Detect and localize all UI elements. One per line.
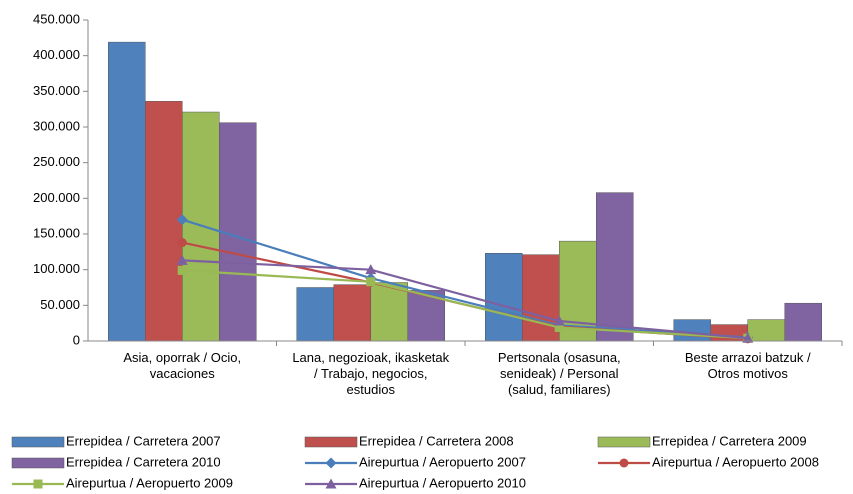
marker [366,277,376,287]
y-tick-label: 50.000 [40,297,80,312]
line [181,218,748,339]
bar [145,101,183,342]
marker [365,264,377,275]
y-tick-label: 150.000 [33,225,80,240]
legend-swatch [304,436,358,448]
marker [325,457,337,469]
legend-label: Airepurtua / Aeropuerto 2009 [66,475,233,490]
bar [596,192,634,342]
legend-label: Errepidea / Carretera 2009 [652,433,807,448]
bar [333,284,371,342]
marker [176,254,188,265]
y-tick-label: 250.000 [33,154,80,169]
bar [673,319,711,342]
line [182,269,748,340]
y-tick-label: 200.000 [33,190,80,205]
marker [325,478,337,489]
legend-swatch [11,436,65,448]
x-tick-label: Asia, oporrak / Ocio, vacaciones [123,350,242,381]
marker [619,458,629,468]
marker [33,479,43,489]
legend-label: Errepidea / Carretera 2010 [66,454,221,469]
x-tick-label: Beste arrazoi batzuk / Otros motivos [684,350,811,381]
x-tick-label: Pertsonala (osasuna, senideak) / Persona… [497,350,621,397]
y-tick-label: 350.000 [33,83,80,98]
marker [177,238,187,248]
legend-swatch [11,457,65,469]
legend-label: Airepurtua / Aeropuerto 2007 [359,454,526,469]
bar [522,254,560,342]
marker [742,332,754,343]
bar [485,253,523,342]
y-tick-label: 0 [73,332,80,347]
legend-label: Errepidea / Carretera 2008 [359,433,514,448]
bar [370,282,408,342]
legend-label: Airepurtua / Aeropuerto 2010 [359,475,526,490]
bar [296,287,334,342]
line [182,259,748,340]
legend-label: Airepurtua / Aeropuerto 2008 [652,454,819,469]
legend-label: Errepidea / Carretera 2007 [66,433,221,448]
bar [747,319,785,342]
line [182,241,748,340]
x-tick-label: Lana, negozioak, ikasketak / Trabajo, ne… [292,350,450,397]
y-tick-label: 100.000 [33,261,80,276]
marker [553,315,565,326]
bar [784,302,822,342]
y-tick-label: 400.000 [33,47,80,62]
legend-swatch [597,436,651,448]
y-tick-label: 450.000 [33,11,80,26]
bar [108,41,146,342]
marker [176,214,188,226]
y-tick-label: 300.000 [33,118,80,133]
marker [554,322,564,332]
marker [177,265,187,275]
